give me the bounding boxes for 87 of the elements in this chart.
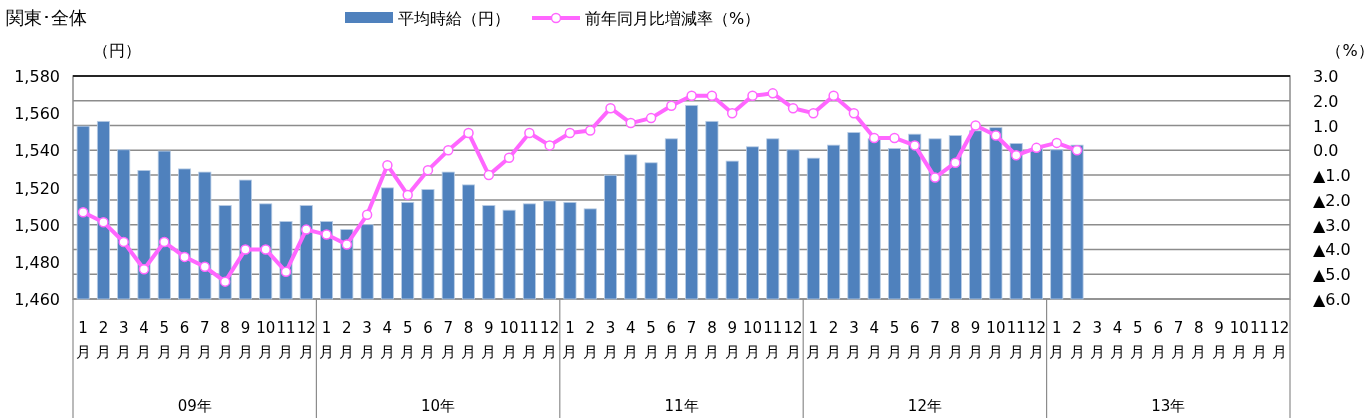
x-tick-label: 10月 bbox=[1229, 319, 1249, 361]
x-tick-label: 12月 bbox=[1270, 319, 1290, 361]
x-tick-label: 4月 bbox=[1110, 319, 1126, 361]
x-tick-label: 5月 bbox=[400, 319, 416, 361]
x-tick-label: 11月 bbox=[763, 319, 783, 361]
y2-tick-label: ▲2.0 bbox=[1313, 190, 1351, 210]
x-tick-label: 4月 bbox=[623, 319, 639, 361]
y-tick-label: 1,520 bbox=[14, 178, 60, 198]
y2-tick-label: ▲5.0 bbox=[1313, 265, 1351, 285]
x-tick-label: 9月 bbox=[237, 319, 253, 361]
y2-tick-label: ▲3.0 bbox=[1313, 215, 1351, 235]
x-tick-label: 8月 bbox=[461, 319, 477, 361]
y2-tick-label: 1.0 bbox=[1313, 116, 1339, 136]
x-tick-label: 6月 bbox=[1150, 319, 1166, 361]
x-tick-label: 4月 bbox=[866, 319, 882, 361]
y-tick-label: 1,580 bbox=[14, 67, 60, 86]
x-tick-label: 8月 bbox=[947, 319, 963, 361]
x-tick-label: 12月 bbox=[296, 319, 316, 361]
y2-tick-label: ▲1.0 bbox=[1313, 166, 1351, 186]
y-tick-label: 1,560 bbox=[14, 104, 60, 124]
x-tick-label: 2月 bbox=[1069, 319, 1085, 361]
y-tick-label: 1,460 bbox=[14, 290, 60, 309]
x-tick-label: 9月 bbox=[481, 319, 497, 361]
x-tick-label: 7月 bbox=[927, 319, 943, 361]
text: 11年 bbox=[664, 397, 699, 415]
x-tick-label: 8月 bbox=[1191, 319, 1207, 361]
x-tick-label: 4月 bbox=[136, 319, 152, 361]
x-tick-label: 11月 bbox=[519, 319, 539, 361]
x-tick-label: 11月 bbox=[1006, 319, 1026, 361]
y2-tick-label: 0.0 bbox=[1313, 141, 1339, 161]
x-tick-label: 10月 bbox=[986, 319, 1006, 361]
x-tick-label: 1月 bbox=[75, 319, 91, 361]
x-tick-label: 5月 bbox=[643, 319, 659, 361]
x-tick-label: 2月 bbox=[582, 319, 598, 361]
x-tick-label: 5月 bbox=[886, 319, 902, 361]
text: 13年 bbox=[1151, 397, 1186, 415]
x-tick-label: 6月 bbox=[663, 319, 679, 361]
x-tick-label: 7月 bbox=[684, 319, 700, 361]
x-tick-label: 2月 bbox=[95, 319, 111, 361]
y2-tick-label: ▲4.0 bbox=[1313, 240, 1351, 260]
y2-tick-label: 2.0 bbox=[1313, 91, 1339, 111]
x-tick-label: 7月 bbox=[1170, 319, 1186, 361]
chart-title: 関東･全体 bbox=[6, 7, 87, 28]
x-tick-label: 11月 bbox=[276, 319, 296, 361]
x-tick-label: 9月 bbox=[968, 319, 984, 361]
x-tick-label: 7月 bbox=[440, 319, 456, 361]
x-tick-label: 11月 bbox=[1250, 319, 1270, 361]
y2-axis-title: （%） bbox=[1326, 41, 1370, 60]
legend-label: 平均時給（円） bbox=[398, 9, 510, 28]
x-tick-label: 10月 bbox=[742, 319, 763, 361]
x-tick-label: 8月 bbox=[217, 319, 233, 361]
x-tick-label: 9月 bbox=[1211, 319, 1227, 361]
x-tick-label: 12月 bbox=[540, 319, 560, 361]
x-tick-label: 5月 bbox=[156, 319, 172, 361]
x-tick-label: 1月 bbox=[805, 319, 821, 361]
x-tick-label: 3月 bbox=[1089, 319, 1105, 361]
x-tick-label: 7月 bbox=[197, 319, 213, 361]
y-axis-title: （円） bbox=[93, 41, 141, 60]
x-tick-label: 10月 bbox=[256, 319, 276, 361]
x-tick-label: 2月 bbox=[339, 319, 355, 361]
x-tick-label: 8月 bbox=[704, 319, 720, 361]
y2-tick-label: 3.0 bbox=[1313, 67, 1339, 86]
y2-tick-label: ▲6.0 bbox=[1313, 290, 1351, 309]
x-tick-label: 4月 bbox=[379, 319, 395, 361]
x-tick-label: 10月 bbox=[499, 319, 519, 361]
x-tick-label: 6月 bbox=[907, 319, 923, 361]
x-tick-label: 5月 bbox=[1130, 319, 1146, 361]
x-tick-label: 3月 bbox=[846, 319, 862, 361]
x-tick-label: 12月 bbox=[1026, 319, 1047, 361]
y-tick-label: 1,480 bbox=[14, 252, 60, 272]
x-tick-label: 1月 bbox=[562, 319, 578, 361]
x-tick-label: 12月 bbox=[783, 319, 803, 361]
text: 12年 bbox=[907, 397, 942, 415]
text: 10年 bbox=[421, 397, 456, 415]
x-tick-label: 2月 bbox=[826, 319, 842, 361]
x-tick-label: 3月 bbox=[116, 319, 132, 361]
text: 09年 bbox=[177, 397, 212, 415]
x-tick-label: 3月 bbox=[359, 319, 375, 361]
x-tick-label: 6月 bbox=[420, 319, 436, 361]
x-tick-label: 6月 bbox=[177, 319, 193, 361]
x-tick-label: 1月 bbox=[319, 319, 335, 361]
legend-label: 前年同月比増減率（%） bbox=[585, 9, 761, 28]
x-tick-label: 1月 bbox=[1049, 319, 1065, 361]
x-tick-label: 9月 bbox=[724, 319, 740, 361]
x-tick-label: 3月 bbox=[603, 319, 619, 361]
y-tick-label: 1,540 bbox=[14, 141, 60, 161]
y-tick-label: 1,500 bbox=[14, 215, 60, 235]
